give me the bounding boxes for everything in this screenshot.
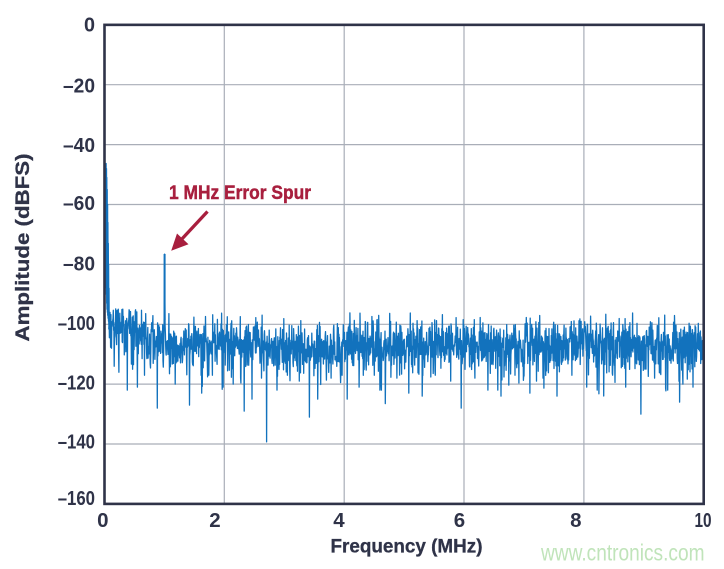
svg-text:–140: –140 [58,430,95,453]
svg-text:Frequency (MHz): Frequency (MHz) [331,536,483,558]
svg-text:–120: –120 [58,371,95,394]
svg-text:–40: –40 [63,134,95,157]
svg-text:0: 0 [84,13,95,36]
svg-text:–60: –60 [63,192,95,215]
svg-text:6: 6 [454,509,465,532]
svg-text:–100: –100 [58,312,95,335]
svg-text:1 MHz Error Spur: 1 MHz Error Spur [169,183,312,204]
svg-text:www.cntronics.com: www.cntronics.com [540,539,704,565]
svg-text:2: 2 [209,509,220,532]
svg-text:4: 4 [333,509,345,532]
svg-text:0: 0 [97,509,108,532]
svg-text:10: 10 [694,509,711,532]
svg-text:–20: –20 [63,75,95,98]
svg-text:–80: –80 [63,252,95,275]
svg-text:8: 8 [570,509,581,532]
svg-text:Amplitude (dBFS): Amplitude (dBFS) [12,154,34,342]
svg-text:–160: –160 [58,487,95,510]
